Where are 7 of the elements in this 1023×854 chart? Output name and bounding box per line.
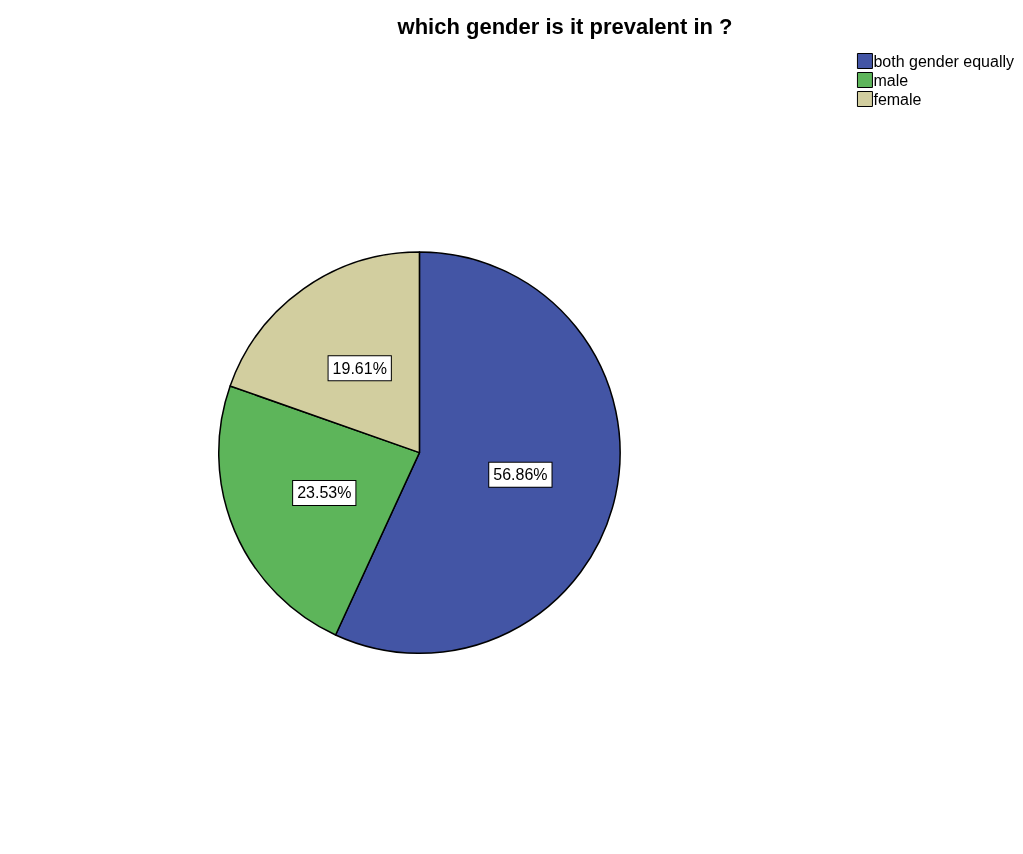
data-label: 19.61%: [332, 359, 387, 377]
legend-label: male: [873, 71, 909, 89]
data-label: 23.53%: [297, 484, 352, 502]
data-label: 56.86%: [493, 466, 548, 484]
legend-label: both gender equally: [873, 52, 1015, 70]
chart-title: which gender is it prevalent in ?: [396, 13, 733, 39]
legend-label: female: [873, 90, 922, 108]
